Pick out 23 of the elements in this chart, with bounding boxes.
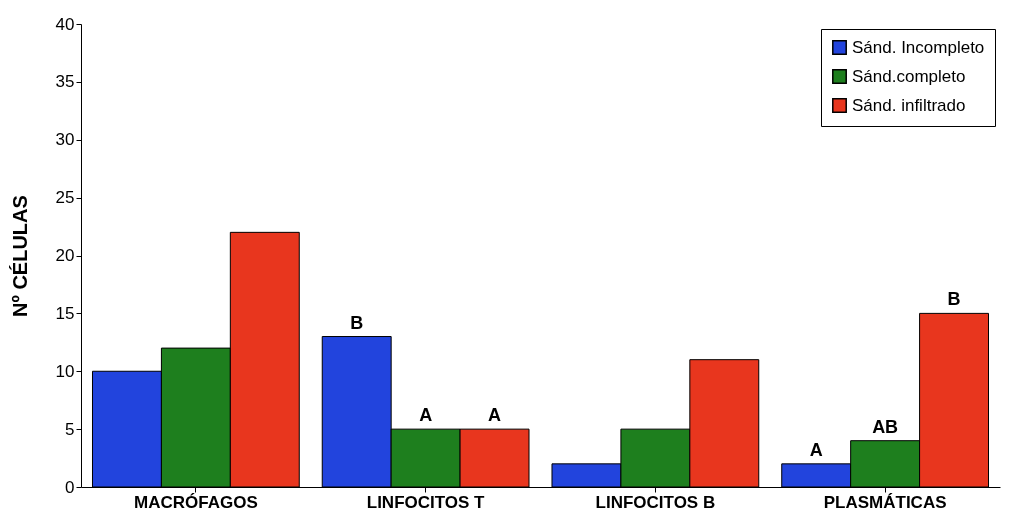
data-label: AB	[872, 416, 899, 437]
data-label: B	[350, 312, 364, 333]
data-label: B	[947, 289, 961, 310]
data-label: A	[488, 405, 502, 426]
legend-label: Sánd. infiltrado	[852, 95, 966, 115]
y-tick-label: 35	[55, 72, 75, 92]
legend-label: Sánd.completo	[852, 66, 966, 86]
y-tick-label: 30	[55, 130, 75, 150]
y-tick-label: 15	[55, 303, 75, 323]
y-axis-title: Nº CÉLULAS	[8, 195, 31, 317]
x-tick-label: PLASMÁTICAS	[823, 492, 947, 512]
data-label: A	[419, 405, 433, 426]
data-label: A	[809, 439, 823, 460]
y-tick-label: 0	[65, 477, 75, 497]
y-tick-label: 25	[55, 188, 75, 208]
y-tick-label: 5	[65, 419, 75, 439]
x-tick-label: LINFOCITOS T	[366, 492, 486, 512]
legend-label: Sánd. Incompleto	[852, 37, 985, 57]
y-tick-label: 20	[55, 246, 75, 265]
y-tick-label: 10	[55, 361, 75, 381]
y-tick-label: 40	[55, 14, 75, 34]
x-tick-label: LINFOCITOS B	[595, 492, 716, 512]
x-tick-label: MACRÓFAGOS	[134, 492, 258, 512]
